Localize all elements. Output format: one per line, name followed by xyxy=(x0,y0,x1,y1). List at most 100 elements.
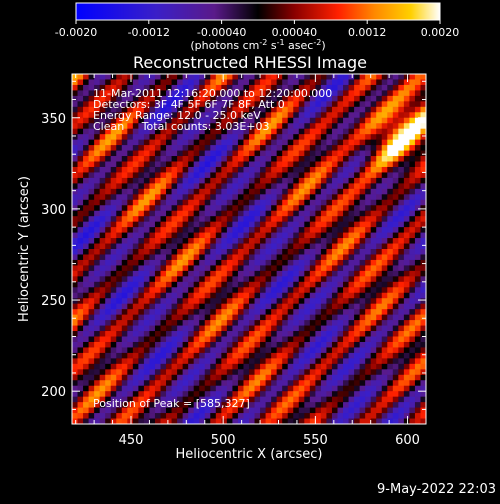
heatmap-cell xyxy=(265,199,272,206)
heatmap-cell xyxy=(171,309,178,316)
heatmap-cell xyxy=(171,320,178,327)
heatmap-cell xyxy=(287,177,294,184)
heatmap-cell xyxy=(331,352,339,359)
heatmap-cell xyxy=(414,402,422,409)
heatmap-cell xyxy=(315,347,322,354)
heatmap-cell xyxy=(271,227,278,234)
heatmap-cell xyxy=(376,74,383,81)
heatmap-cell xyxy=(381,145,388,152)
annotation-clean-info: Clean Total counts: 3.03E+03 xyxy=(93,120,270,133)
heatmap-cell xyxy=(315,227,322,234)
heatmap-cell xyxy=(132,221,139,228)
heatmap-cell xyxy=(420,303,426,310)
heatmap-cell xyxy=(188,369,195,376)
heatmap-cell xyxy=(387,331,394,338)
heatmap-cell xyxy=(315,166,322,174)
heatmap-cell xyxy=(293,221,300,228)
heatmap-cell xyxy=(293,259,300,267)
heatmap-cell xyxy=(282,74,289,81)
heatmap-cell xyxy=(237,106,245,113)
heatmap-cell xyxy=(232,210,239,217)
heatmap-cell xyxy=(387,374,394,381)
heatmap-cell xyxy=(420,117,426,124)
heatmap-cell xyxy=(160,238,167,245)
heatmap-cell xyxy=(138,369,145,376)
heatmap-cell xyxy=(105,101,112,108)
heatmap-cell xyxy=(387,407,394,414)
heatmap-cell xyxy=(387,347,394,354)
heatmap-cell xyxy=(414,276,422,283)
heatmap-cell xyxy=(414,232,422,239)
heatmap-cell xyxy=(293,112,300,119)
heatmap-cell xyxy=(94,265,101,272)
heatmap-cell xyxy=(199,396,206,403)
heatmap-cell xyxy=(116,325,123,332)
heatmap-cell xyxy=(77,281,84,288)
heatmap-cell xyxy=(370,243,377,250)
heatmap-cell xyxy=(83,259,90,267)
heatmap-cell xyxy=(105,112,112,119)
heatmap-cell xyxy=(276,205,283,212)
heatmap-cell xyxy=(226,363,234,370)
heatmap-cell xyxy=(287,238,294,245)
heatmap-cell xyxy=(392,238,399,245)
heatmap-cell xyxy=(149,177,156,184)
heatmap-cell xyxy=(83,194,90,201)
heatmap-cell xyxy=(127,396,134,403)
heatmap-cell xyxy=(116,205,123,212)
heatmap-cell xyxy=(326,314,333,321)
heatmap-cell xyxy=(143,391,151,398)
heatmap-cell xyxy=(359,292,366,299)
heatmap-cell xyxy=(420,391,426,398)
heatmap-cell xyxy=(99,276,106,283)
heatmap-cell xyxy=(354,172,361,179)
heatmap-cell xyxy=(370,128,377,135)
heatmap-cell xyxy=(132,259,139,267)
heatmap-cell xyxy=(138,385,145,392)
heatmap-cell xyxy=(304,402,311,409)
heatmap-cell xyxy=(398,145,405,152)
heatmap-cell xyxy=(143,90,151,97)
heatmap-cell xyxy=(276,177,283,184)
heatmap-cell xyxy=(254,385,261,392)
heatmap-cell xyxy=(298,276,305,283)
heatmap-cell xyxy=(293,341,300,349)
heatmap-cell xyxy=(72,84,79,92)
heatmap-cell xyxy=(138,166,145,174)
heatmap-cell xyxy=(420,325,426,332)
heatmap-cell xyxy=(287,95,294,102)
heatmap-cell xyxy=(387,145,394,152)
heatmap-cell xyxy=(309,287,316,294)
heatmap-cell xyxy=(143,216,151,223)
heatmap-cell xyxy=(138,134,145,141)
heatmap-cell xyxy=(160,188,167,195)
heatmap-cell xyxy=(293,380,300,387)
heatmap-cell xyxy=(420,84,426,92)
heatmap-cell xyxy=(72,391,79,398)
heatmap-cell xyxy=(171,84,178,92)
heatmap-cell xyxy=(232,270,239,277)
heatmap-cell xyxy=(149,145,156,152)
heatmap-cell xyxy=(343,161,350,168)
heatmap-cell xyxy=(232,396,239,403)
heatmap-cell xyxy=(199,123,206,130)
heatmap-cell xyxy=(398,183,405,190)
heatmap-cell xyxy=(387,363,394,370)
heatmap-cell xyxy=(365,205,372,212)
heatmap-cell xyxy=(127,320,134,327)
heatmap-cell xyxy=(243,74,250,81)
heatmap-cell xyxy=(193,413,200,420)
heatmap-cell xyxy=(276,298,283,305)
heatmap-cell xyxy=(171,199,178,206)
heatmap-cell xyxy=(99,391,106,398)
heatmap-cell xyxy=(331,391,339,398)
heatmap-cell xyxy=(414,309,422,316)
heatmap-cell xyxy=(365,194,372,201)
heatmap-cell xyxy=(127,199,134,206)
heatmap-cell xyxy=(149,336,156,343)
heatmap-cell xyxy=(215,374,222,381)
heatmap-cell xyxy=(94,238,101,245)
heatmap-cell xyxy=(298,123,305,130)
heatmap-cell xyxy=(337,183,344,190)
heatmap-cell xyxy=(376,385,383,392)
